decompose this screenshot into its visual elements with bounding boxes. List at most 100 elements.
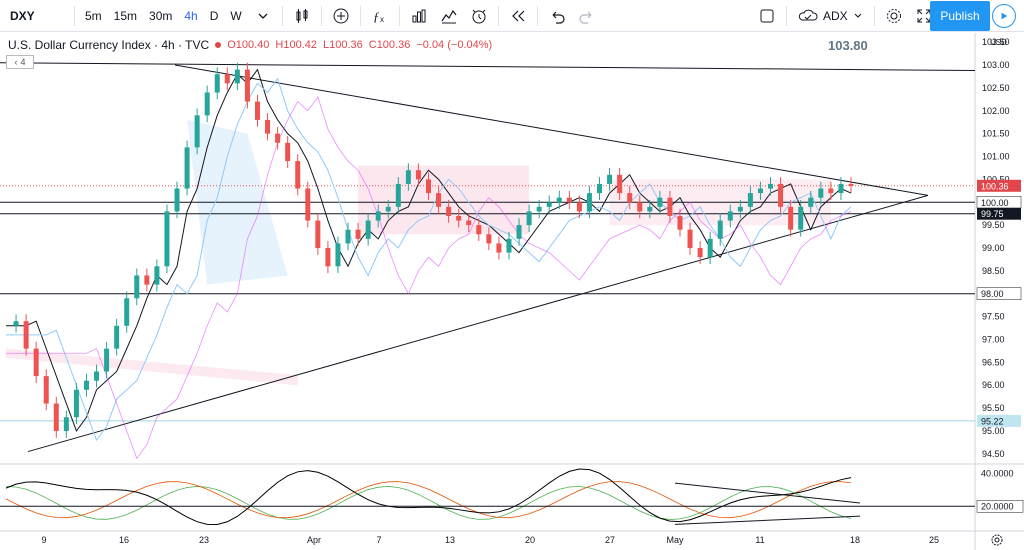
cloud-pink-area — [358, 165, 530, 235]
interval-30m[interactable]: 30m — [149, 8, 173, 23]
candle-body — [315, 220, 321, 248]
time-tick-label: 11 — [755, 535, 764, 545]
candle-body — [405, 170, 411, 184]
candle-body — [466, 220, 472, 226]
adx-tick-label: 20.0000 — [981, 501, 1014, 511]
price-tick-label: 98.50 — [982, 266, 1005, 276]
candle-body — [436, 193, 442, 207]
time-tick-label: 20 — [525, 535, 535, 545]
chart-type-candles-icon[interactable] — [287, 0, 317, 32]
di-minus-line — [5, 481, 852, 519]
candle-body — [83, 380, 89, 390]
currency-label: USD — [990, 38, 1007, 47]
price-label-text: 100.36 — [981, 181, 1009, 191]
expand-arrows-icon[interactable] — [909, 0, 939, 32]
templates-icon[interactable] — [434, 0, 464, 32]
candle-body — [607, 174, 613, 184]
candle-body — [496, 243, 502, 253]
candle-body — [53, 403, 59, 431]
study-selector[interactable]: ADX — [791, 0, 870, 32]
candle-body — [757, 188, 763, 194]
price-tick-label: 96.50 — [982, 357, 1005, 367]
settings-gear-icon[interactable] — [879, 0, 909, 32]
candle-body — [254, 101, 260, 120]
interval-d[interactable]: D — [209, 8, 219, 23]
candle-body — [456, 215, 462, 221]
candle-body — [154, 266, 160, 285]
fullscreen-toggle-icon[interactable] — [752, 0, 782, 32]
candle-body — [234, 69, 240, 84]
legend-high: H100.42 — [275, 39, 317, 51]
trendline-lower — [27, 194, 929, 453]
chevron-down-icon — [852, 9, 864, 24]
adx-line — [5, 468, 852, 525]
candle-body — [94, 371, 100, 381]
candle-body — [486, 234, 492, 244]
price-tick-label: 97.50 — [982, 312, 1005, 322]
price-tick-label: 95.00 — [982, 426, 1005, 436]
header-price: 103.80 — [828, 38, 868, 53]
interval-w[interactable]: W — [230, 8, 242, 23]
alert-clock-icon[interactable] — [464, 0, 494, 32]
candle-body — [33, 348, 39, 377]
cloud-pink-area — [6, 316, 298, 386]
candle-body — [415, 170, 421, 180]
candle-body — [114, 325, 120, 349]
candle-body — [43, 376, 49, 404]
candle-body — [536, 206, 542, 212]
legend-collapse-button[interactable]: ‹ 4 — [6, 55, 34, 69]
interval-15m[interactable]: 15m — [113, 8, 138, 23]
price-tick-label: 102.00 — [982, 106, 1010, 116]
price-scale: 103.50 103.00 102.50 102.00 101.50 101.00 100.… — [976, 37, 1024, 513]
svg-text:x: x — [380, 15, 384, 24]
redo-icon[interactable] — [572, 0, 602, 32]
candle-body — [275, 133, 281, 143]
candle-body — [848, 183, 854, 186]
price-label-text: 100.00 — [981, 198, 1009, 208]
candle-body — [637, 202, 643, 212]
candle-body — [677, 215, 683, 230]
interval-5m[interactable]: 5m — [85, 8, 102, 23]
candle-body — [265, 119, 271, 134]
candle-body — [838, 183, 844, 194]
main-price-pane — [0, 33, 1024, 550]
status-dot — [215, 42, 222, 48]
candle-body — [546, 202, 552, 207]
play-icon[interactable] — [992, 4, 1016, 28]
replay-rewind-icon[interactable] — [503, 0, 533, 32]
price-tick-label: 94.50 — [982, 449, 1005, 459]
price-tick-label: 103.00 — [982, 60, 1010, 70]
adx-label-box — [976, 500, 1024, 513]
symbol-search[interactable]: DXY — [10, 8, 35, 23]
candle-body — [627, 193, 633, 203]
publish-button[interactable]: Publish — [930, 1, 990, 31]
undo-icon[interactable] — [542, 0, 572, 32]
adx-trendline-upper — [674, 482, 861, 504]
lagging-span-line — [6, 96, 852, 460]
interval-dropdown-icon[interactable] — [248, 0, 278, 32]
price-tick-label: 96.00 — [982, 380, 1005, 390]
price-chart[interactable]: 103.50 103.00 102.50 102.00 101.50 101.00 100.… — [0, 33, 1024, 550]
price-label-box — [976, 287, 1022, 300]
candle-body — [244, 69, 250, 102]
candle-body — [657, 197, 663, 207]
candle-body — [617, 174, 623, 194]
candle-body — [446, 206, 452, 216]
compare-add-icon[interactable] — [326, 0, 356, 32]
financials-icon[interactable] — [404, 0, 434, 32]
moving-average-line — [6, 68, 852, 433]
cloud-icon — [797, 8, 819, 25]
price-tick-label: 95.50 — [982, 403, 1005, 413]
interval-4h[interactable]: 4h — [184, 8, 198, 23]
candle-body — [134, 275, 140, 299]
symbol-title: U.S. Dollar Currency Index · 4h · TVC — [8, 38, 210, 52]
candle-body — [345, 229, 351, 244]
candle-body — [63, 417, 69, 431]
price-label-text: 95.22 — [981, 416, 1004, 426]
price-label-box — [977, 414, 1021, 427]
time-scale: 9 16 23 Apr 7 13 20 27 May 11 18 25 — [41, 534, 1003, 546]
candle-body — [768, 183, 774, 189]
candle-body — [576, 202, 582, 212]
